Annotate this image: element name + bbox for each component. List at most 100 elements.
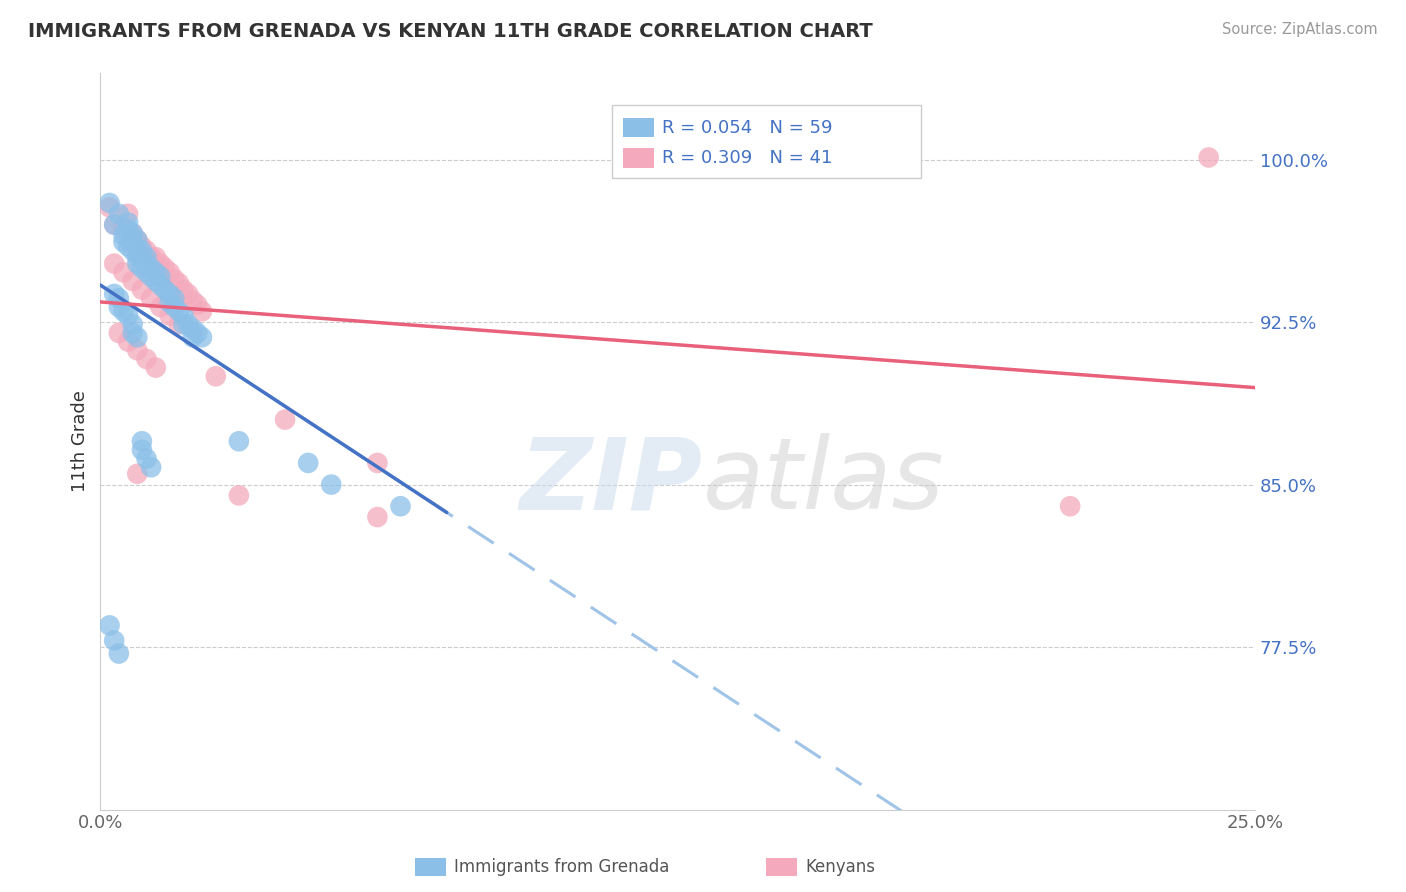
Point [108, 326, 131, 340]
Y-axis label: 11th Grade: 11th Grade [72, 391, 89, 492]
Point [297, 456, 319, 470]
Point [121, 235, 143, 249]
Text: IMMIGRANTS FROM GRENADA VS KENYAN 11TH GRADE CORRELATION CHART: IMMIGRANTS FROM GRENADA VS KENYAN 11TH G… [28, 22, 873, 41]
Point [127, 343, 149, 358]
Point [131, 244, 153, 258]
Point [141, 269, 163, 284]
Point [135, 351, 157, 366]
Point [103, 218, 125, 232]
Point [117, 215, 139, 229]
Point [141, 460, 163, 475]
Point [98, 196, 121, 211]
Point [127, 242, 149, 256]
Point [191, 330, 214, 344]
Point [172, 283, 194, 297]
Text: atlas: atlas [703, 434, 945, 530]
Point [181, 293, 204, 308]
Point [112, 304, 135, 318]
Point [153, 283, 176, 297]
Point [112, 222, 135, 236]
Point [121, 244, 143, 258]
Point [108, 207, 131, 221]
Point [127, 330, 149, 344]
Point [135, 265, 157, 279]
Point [108, 647, 131, 661]
Point [117, 239, 139, 253]
Point [103, 218, 125, 232]
Point [159, 265, 181, 279]
Point [163, 291, 186, 305]
Point [159, 287, 181, 301]
Point [141, 250, 163, 264]
Point [167, 318, 190, 332]
Point [163, 272, 186, 286]
Point [135, 244, 157, 258]
Point [366, 510, 388, 524]
Point [145, 250, 167, 264]
Point [127, 250, 149, 264]
Point [141, 260, 163, 275]
Point [149, 257, 172, 271]
Point [149, 269, 172, 284]
Point [121, 318, 143, 332]
Point [172, 318, 194, 332]
Point [131, 434, 153, 449]
Point [112, 265, 135, 279]
Point [127, 233, 149, 247]
Point [108, 291, 131, 305]
Point [103, 287, 125, 301]
Point [149, 278, 172, 293]
Point [127, 467, 149, 481]
Point [145, 360, 167, 375]
Point [135, 257, 157, 271]
Point [321, 477, 343, 491]
Point [274, 412, 297, 426]
Text: R = 0.054   N = 59: R = 0.054 N = 59 [662, 119, 832, 136]
Point [135, 250, 157, 264]
Point [191, 304, 214, 318]
Point [1059, 500, 1081, 514]
Point [98, 618, 121, 632]
Point [131, 239, 153, 253]
Point [117, 309, 139, 323]
Point [159, 309, 181, 323]
Point [108, 300, 131, 314]
Point [121, 274, 143, 288]
Point [228, 434, 250, 449]
Point [131, 442, 153, 457]
Point [167, 276, 190, 290]
Point [204, 369, 226, 384]
Point [127, 257, 149, 271]
Point [117, 334, 139, 349]
Point [181, 321, 204, 335]
Point [117, 222, 139, 236]
Point [177, 287, 200, 301]
Point [145, 265, 167, 279]
Point [98, 200, 121, 214]
Point [366, 456, 388, 470]
Point [181, 330, 204, 344]
Point [172, 309, 194, 323]
Point [121, 326, 143, 340]
Point [389, 500, 412, 514]
Point [149, 300, 172, 314]
Point [117, 207, 139, 221]
Point [103, 257, 125, 271]
Point [1198, 151, 1220, 165]
Point [186, 298, 208, 312]
Point [145, 274, 167, 288]
Point [153, 260, 176, 275]
Text: Source: ZipAtlas.com: Source: ZipAtlas.com [1222, 22, 1378, 37]
Text: Immigrants from Grenada: Immigrants from Grenada [454, 858, 669, 876]
Point [135, 451, 157, 466]
Text: ZIP: ZIP [520, 434, 703, 530]
Point [131, 252, 153, 267]
Point [121, 227, 143, 241]
Point [228, 488, 250, 502]
Point [186, 326, 208, 340]
Point [141, 291, 163, 305]
Point [167, 304, 190, 318]
Point [127, 233, 149, 247]
Point [159, 295, 181, 310]
Point [131, 260, 153, 275]
